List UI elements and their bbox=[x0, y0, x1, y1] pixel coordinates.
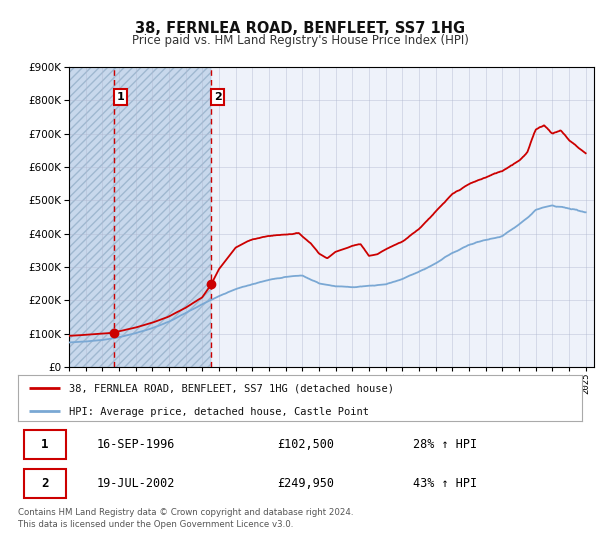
Text: 19-JUL-2002: 19-JUL-2002 bbox=[97, 477, 175, 491]
Text: 2: 2 bbox=[214, 92, 221, 102]
Text: 2: 2 bbox=[41, 477, 49, 491]
Text: £102,500: £102,500 bbox=[277, 438, 334, 451]
FancyBboxPatch shape bbox=[23, 469, 66, 498]
Text: £249,950: £249,950 bbox=[277, 477, 334, 491]
Text: 1: 1 bbox=[41, 438, 49, 451]
Bar bbox=[114, 67, 211, 367]
Text: 16-SEP-1996: 16-SEP-1996 bbox=[97, 438, 175, 451]
Bar bbox=[69, 67, 114, 367]
Text: 38, FERNLEA ROAD, BENFLEET, SS7 1HG: 38, FERNLEA ROAD, BENFLEET, SS7 1HG bbox=[135, 21, 465, 36]
Bar bbox=[69, 67, 114, 367]
Text: 28% ↑ HPI: 28% ↑ HPI bbox=[413, 438, 477, 451]
Text: 43% ↑ HPI: 43% ↑ HPI bbox=[413, 477, 477, 491]
Text: 38, FERNLEA ROAD, BENFLEET, SS7 1HG (detached house): 38, FERNLEA ROAD, BENFLEET, SS7 1HG (det… bbox=[69, 384, 394, 394]
Text: Price paid vs. HM Land Registry's House Price Index (HPI): Price paid vs. HM Land Registry's House … bbox=[131, 34, 469, 46]
Text: Contains HM Land Registry data © Crown copyright and database right 2024.
This d: Contains HM Land Registry data © Crown c… bbox=[18, 508, 353, 529]
Bar bbox=[114, 67, 211, 367]
FancyBboxPatch shape bbox=[23, 430, 66, 459]
Text: HPI: Average price, detached house, Castle Point: HPI: Average price, detached house, Cast… bbox=[69, 407, 369, 417]
Text: 1: 1 bbox=[116, 92, 124, 102]
